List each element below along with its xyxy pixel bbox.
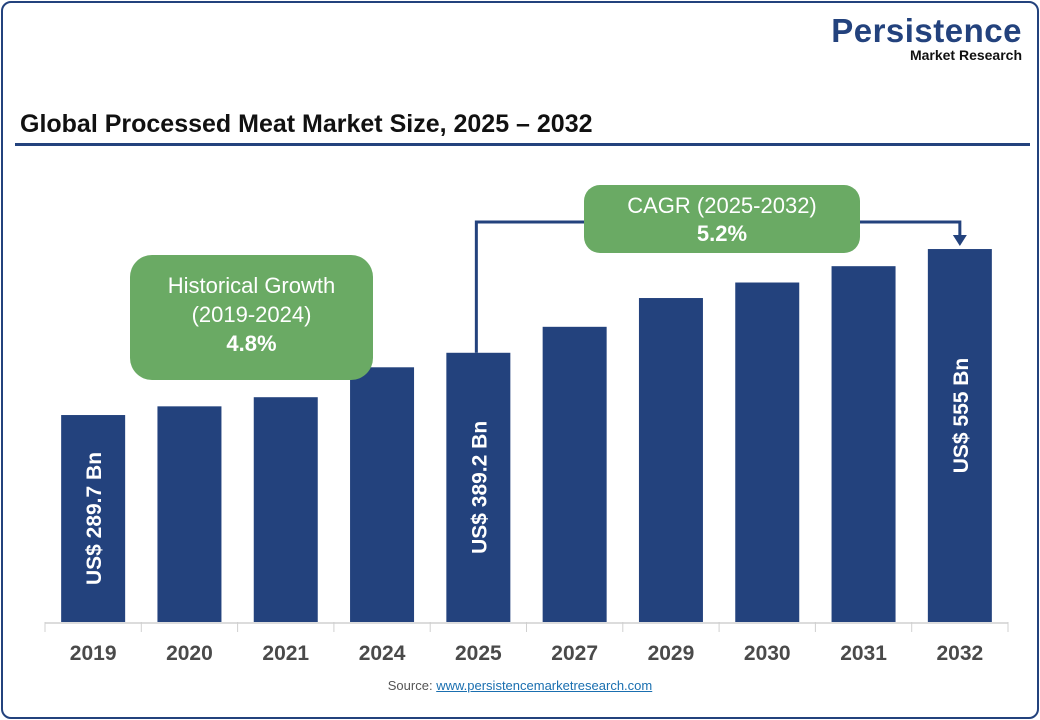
cagr-callout: CAGR (2025-2032) 5.2% — [584, 185, 860, 253]
arrow-down-icon — [952, 235, 967, 247]
x-tick-label: 2029 — [648, 642, 695, 665]
cagr-line1: CAGR (2025-2032) — [627, 193, 817, 218]
bar-2025 — [446, 352, 511, 622]
bar-2032 — [927, 249, 992, 622]
historical-growth-callout: Historical Growth (2019-2024) 4.8% — [130, 255, 373, 380]
title-divider — [15, 143, 1030, 146]
data-label-2032: US$ 555 Bn — [950, 358, 973, 474]
x-tick-label: 2027 — [551, 642, 598, 665]
logo-line2: Market Research — [909, 47, 1022, 63]
bar-2029 — [638, 298, 703, 622]
bar-2030 — [735, 282, 800, 622]
historical-value: 4.8% — [226, 331, 277, 356]
bar-2019 — [61, 415, 126, 622]
source-label: Source: — [387, 678, 433, 693]
logo: Persistence Market Research — [831, 14, 1022, 63]
source-note: Source: www.persistencemarketresearch.co… — [0, 678, 1040, 693]
bar-2024 — [350, 367, 415, 622]
logo-line1: Persistence — [831, 12, 1022, 49]
x-tick-label: 2019 — [70, 642, 117, 665]
bar-2031 — [831, 266, 896, 622]
historical-line2: (2019-2024) — [191, 302, 312, 327]
x-tick-label: 2032 — [936, 642, 983, 665]
bar-2027 — [542, 326, 607, 622]
x-tick-label: 2021 — [262, 642, 309, 665]
bar-2021 — [253, 397, 318, 622]
data-label-2025: US$ 389.2 Bn — [468, 421, 491, 554]
data-label-2019: US$ 289.7 Bn — [83, 452, 106, 585]
source-link[interactable]: www.persistencemarketresearch.com — [436, 678, 653, 693]
bar-2020 — [157, 406, 222, 622]
x-tick-label: 2024 — [359, 642, 406, 665]
historical-line1: Historical Growth — [167, 273, 336, 298]
chart-title: Global Processed Meat Market Size, 2025 … — [20, 110, 593, 138]
x-tick-label: 2025 — [455, 642, 502, 665]
x-tick-label: 2031 — [840, 642, 887, 665]
x-tick-label: 2020 — [166, 642, 213, 665]
x-tick-label: 2030 — [744, 642, 791, 665]
cagr-value: 5.2% — [696, 221, 748, 246]
